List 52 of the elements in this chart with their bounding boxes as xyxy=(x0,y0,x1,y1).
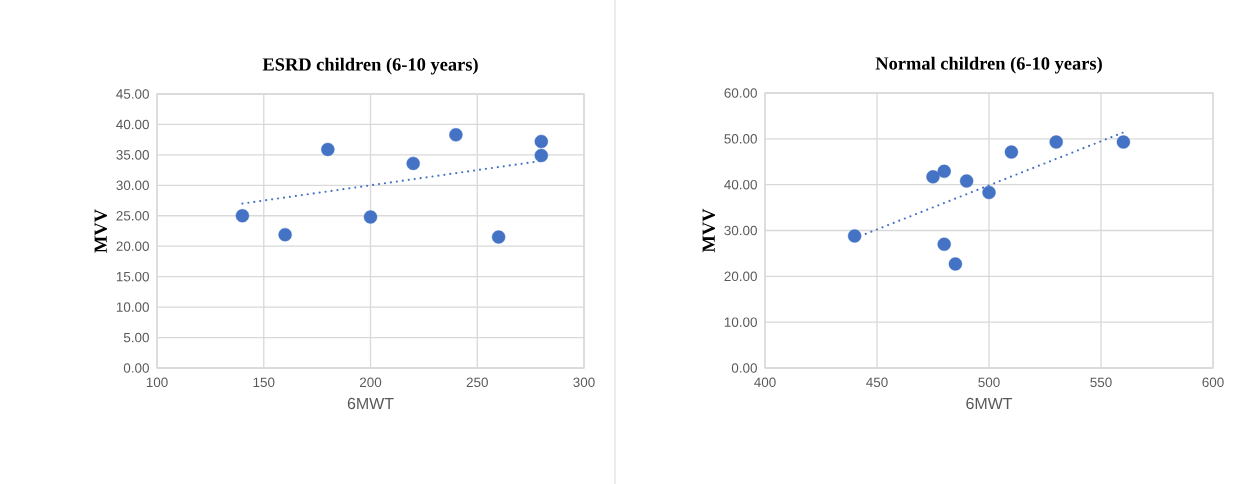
y-axis-title: MVV xyxy=(702,208,715,253)
point xyxy=(534,148,549,163)
point xyxy=(982,185,996,200)
y-tick-label: 40.00 xyxy=(724,179,757,190)
point xyxy=(937,237,951,251)
x-tick-label: 600 xyxy=(1202,377,1224,388)
y-tick-label: 35.00 xyxy=(116,150,149,160)
point xyxy=(1049,135,1063,149)
y-tick-label: 15.00 xyxy=(116,271,149,282)
point xyxy=(449,128,463,142)
point xyxy=(491,230,506,244)
point xyxy=(1116,135,1131,149)
point xyxy=(937,164,951,179)
y-tick-label: 50.00 xyxy=(724,134,757,144)
point xyxy=(321,142,335,157)
x-tick-label: 500 xyxy=(978,377,1000,388)
x-axis-title: 6MWT xyxy=(966,397,1013,410)
point xyxy=(959,174,974,188)
y-tick-label: 25.00 xyxy=(116,211,149,221)
point xyxy=(1004,145,1019,159)
point xyxy=(948,257,963,271)
x-tick-label: 450 xyxy=(866,377,888,388)
y-tick-label: 0.00 xyxy=(123,363,149,373)
y-tick-label: 20.00 xyxy=(116,241,149,251)
x-tick-label: 300 xyxy=(573,377,595,388)
x-tick-label: 550 xyxy=(1090,377,1112,388)
x-tick-label: 250 xyxy=(466,377,488,388)
y-tick-label: 10.00 xyxy=(724,317,757,327)
point xyxy=(926,170,940,184)
y-tick-label: 0.00 xyxy=(731,363,757,373)
point xyxy=(534,134,549,149)
chart-title: ESRD children (6-10 years) xyxy=(262,57,478,75)
x-tick-label: 150 xyxy=(253,377,275,388)
x-tick-label: 200 xyxy=(359,377,382,388)
point xyxy=(235,209,250,223)
y-tick-label: 10.00 xyxy=(116,302,149,312)
chart-title: Normal children (6-10 years) xyxy=(875,56,1102,74)
point xyxy=(406,156,420,171)
point xyxy=(847,229,862,243)
y-tick-label: 30.00 xyxy=(116,180,149,191)
x-axis-title: 6MWT xyxy=(347,397,394,410)
y-tick-label: 30.00 xyxy=(724,225,757,236)
point xyxy=(278,227,292,242)
x-tick-label: 100 xyxy=(146,377,168,388)
y-tick-label: 20.00 xyxy=(724,271,757,282)
y-tick-label: 5.00 xyxy=(123,332,149,343)
y-tick-label: 60.00 xyxy=(724,88,757,98)
y-axis-title: MVV xyxy=(94,209,107,253)
x-tick-label: 400 xyxy=(754,377,776,388)
y-tick-label: 45.00 xyxy=(116,89,149,99)
point xyxy=(363,210,378,224)
y-tick-label: 40.00 xyxy=(116,119,149,130)
